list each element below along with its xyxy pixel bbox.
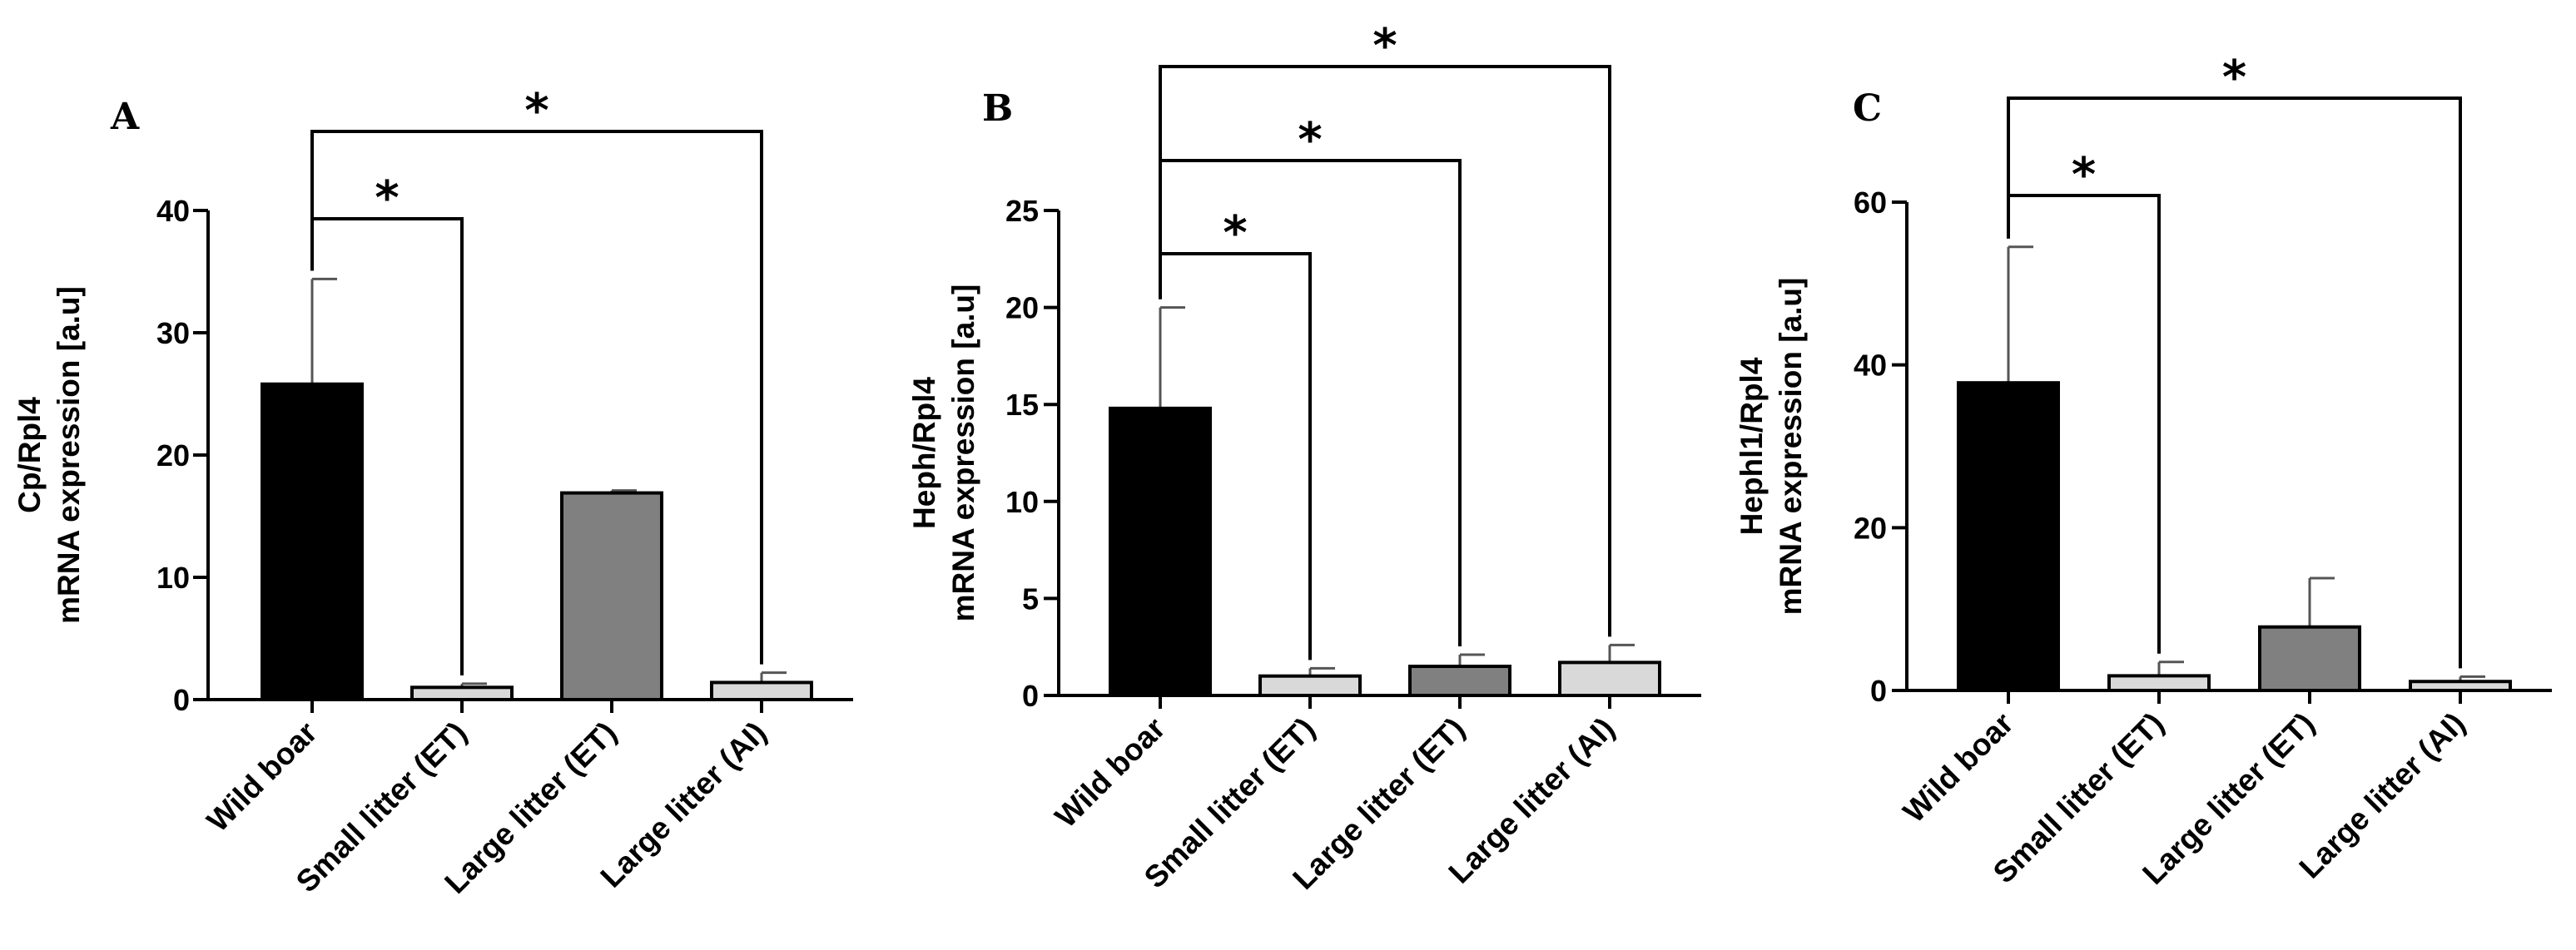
y-axis-title-line1: Heph/Rpl4: [907, 377, 941, 529]
chart-panel-b: B Heph/Rpl4 mRNA expression [a.u] 0 5 10 15 20 2…: [907, 19, 1701, 896]
significance-bracket: [310, 130, 763, 665]
bar: [2258, 625, 2361, 692]
significance-star: *: [1223, 206, 1247, 260]
y-tick-label: 20: [1854, 511, 1887, 545]
y-tick-label: 60: [1854, 186, 1887, 220]
bar: [1109, 406, 1212, 697]
y-tick-label: 15: [1005, 388, 1039, 422]
y-tick-label: 0: [1870, 674, 1887, 708]
significance-star: *: [375, 171, 399, 225]
x-category-label: Wild boar: [1049, 711, 1172, 834]
bar: [710, 680, 813, 701]
bar: [1408, 665, 1511, 698]
bar: [1258, 674, 1362, 697]
x-category-label: Large litter (AI): [2293, 706, 2472, 885]
chart-panel-c: C Hephl1/Rpl4 mRNA expression [a.u] 0 20 40 60…: [1735, 51, 2552, 891]
chart-panel-a: A Cp/Rpl4 mRNA expression [a.u] 0 10 20 30 40 Wi…: [12, 84, 853, 900]
y-tick-label: 0: [1022, 679, 1039, 713]
bar: [2409, 680, 2512, 693]
y-tick-label: 25: [1005, 194, 1039, 228]
bar: [1957, 381, 2060, 692]
x-category-label: Wild boar: [1897, 706, 2020, 829]
bar: [1558, 661, 1661, 698]
y-tick-label: 10: [156, 561, 190, 595]
bar: [410, 685, 514, 701]
y-axis-title-line1: Hephl1/Rpl4: [1735, 357, 1769, 535]
x-category-label: Wild boar: [201, 715, 324, 839]
significance-star: *: [2072, 148, 2096, 202]
y-tick-label: 20: [1005, 291, 1039, 325]
bar: [2107, 674, 2211, 693]
bar: [560, 491, 663, 701]
significance-bracket: [1159, 65, 1611, 637]
significance-star: *: [2222, 51, 2246, 105]
x-category-label: Large litter (AI): [1442, 711, 1621, 890]
panel-letter: A: [110, 96, 140, 138]
y-tick-label: 40: [1854, 349, 1887, 383]
panel-letter: B: [982, 87, 1013, 130]
y-tick-label: 30: [156, 316, 190, 350]
significance-star: *: [1372, 19, 1397, 73]
y-axis-title-line2: mRNA expression [a.u]: [946, 285, 980, 622]
y-tick-label: 5: [1022, 581, 1039, 616]
y-tick-label: 20: [156, 438, 190, 473]
panel-letter: C: [1853, 87, 1882, 130]
y-axis-title-line2: mRNA expression [a.u]: [1774, 278, 1808, 616]
y-tick-label: 10: [1005, 485, 1039, 519]
y-axis-title-line1: Cp/Rpl4: [12, 397, 47, 513]
significance-star: *: [1298, 113, 1322, 167]
significance-bracket: [2007, 96, 2462, 669]
y-tick-label: 0: [173, 683, 190, 717]
significance-star: *: [524, 84, 548, 138]
x-category-label: Large litter (AI): [594, 715, 773, 894]
bar: [261, 382, 364, 701]
y-tick-label: 40: [156, 194, 190, 228]
y-axis-title-line2: mRNA expression [a.u]: [52, 286, 86, 624]
